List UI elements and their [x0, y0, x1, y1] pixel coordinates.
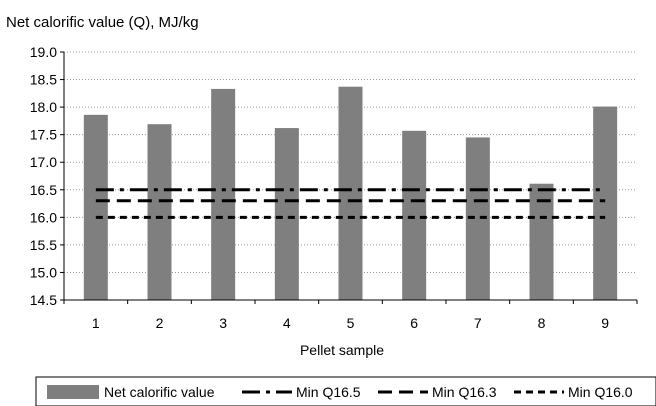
legend-label: Min Q16.3: [432, 384, 497, 400]
y-tick-label: 16.0: [30, 209, 57, 225]
bar-sample-1: [83, 114, 108, 301]
x-tick-label: 5: [347, 315, 355, 331]
y-axis-ticks: 14.5 15.0 15.5 16.0 16.5 17.0 17.5 18.0 18.5 19.0: [30, 44, 64, 308]
x-tick-label: 2: [156, 315, 164, 331]
y-tick-label: 16.5: [30, 182, 57, 198]
bar-sample-9: [593, 106, 618, 300]
x-tick-label: 1: [92, 315, 100, 331]
legend-label: Min Q16.5: [296, 384, 361, 400]
y-tick-label: 15.5: [30, 237, 57, 253]
y-tick-label: 17.5: [30, 127, 57, 143]
x-tick-label: 8: [538, 315, 546, 331]
y-tick-label: 18.5: [30, 72, 57, 88]
y-tick-label: 18.0: [30, 99, 57, 115]
x-tick-label: 7: [474, 315, 482, 331]
legend-item-min-q16-3: Min Q16.3: [378, 384, 497, 400]
y-tick-label: 14.5: [30, 292, 57, 308]
y-tick-label: 17.0: [30, 154, 57, 170]
legend-item-net-calorific-value: Net calorific value: [47, 384, 215, 400]
x-tick-label: 3: [219, 315, 227, 331]
chart-title: Net calorific value (Q), MJ/kg: [6, 14, 199, 31]
bar-sample-8: [529, 183, 554, 300]
legend-label: Net calorific value: [104, 384, 215, 400]
bar-sample-3: [211, 88, 236, 301]
bar-sample-5: [338, 86, 363, 300]
legend-item-min-q16-0: Min Q16.0: [514, 384, 633, 400]
x-axis-ticks: 1 2 3 4 5 6 7 8 9: [63, 300, 638, 331]
x-axis-label: Pellet sample: [300, 342, 384, 358]
y-tick-label: 19.0: [30, 44, 57, 60]
x-tick-label: 9: [601, 315, 609, 331]
legend: Net calorific value Min Q16.5 Min Q16.3 Min…: [35, 376, 656, 406]
legend-item-min-q16-5: Min Q16.5: [242, 384, 361, 400]
bar-sample-6: [402, 130, 427, 300]
x-tick-label: 4: [283, 315, 291, 331]
bar-sample-4: [274, 128, 299, 300]
bars: [83, 86, 618, 301]
bar-sample-2: [147, 124, 172, 300]
x-tick-label: 6: [410, 315, 418, 331]
legend-label: Min Q16.0: [568, 384, 633, 400]
threshold-lines: [95, 188, 606, 219]
legend-swatch: [47, 385, 99, 399]
y-tick-label: 15.0: [30, 264, 57, 280]
